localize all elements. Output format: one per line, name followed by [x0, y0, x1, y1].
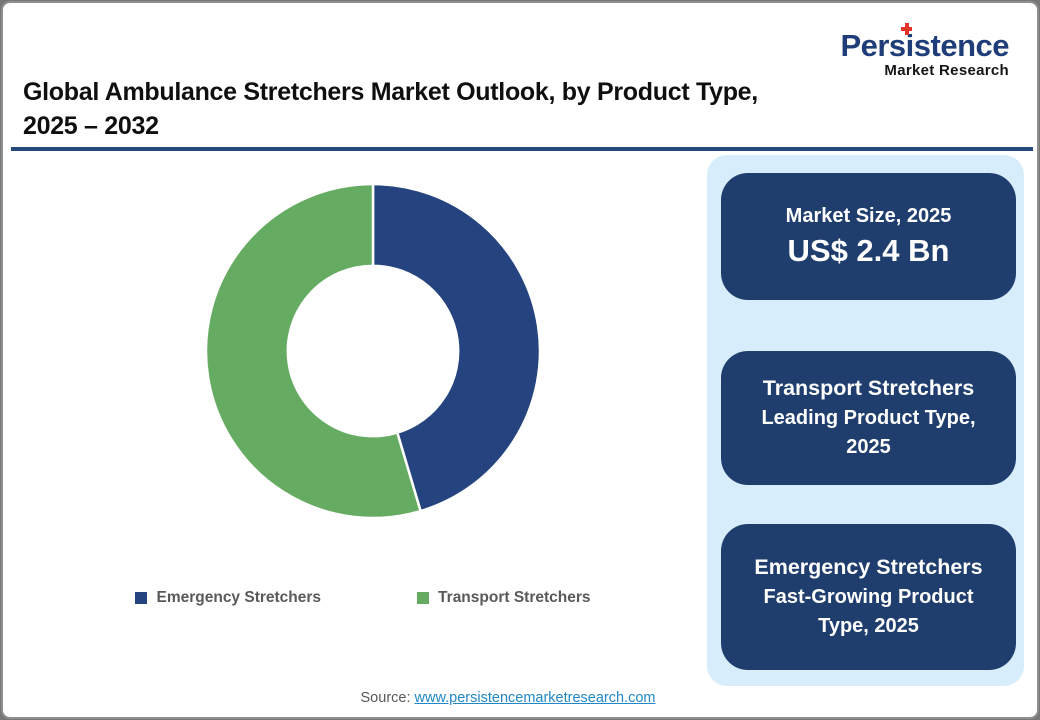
fast-growing-product-caption: Fast-Growing Product Type, 2025 — [763, 585, 974, 637]
fast-growing-product-name: Emergency Stretchers — [754, 555, 983, 580]
market-size-card: Market Size, 2025 US$ 2.4 Bn — [721, 173, 1016, 300]
pmr-logo-brand-text: Persistence — [840, 28, 1009, 63]
page-title-line2: 2025 – 2032 — [23, 112, 159, 140]
pmr-logo-tagline: Market Research — [884, 62, 1009, 79]
page-title-line1: Global Ambulance Stretchers Market Outlo… — [23, 78, 758, 106]
leading-product-name: Transport Stretchers — [762, 376, 975, 401]
legend-label: Emergency Stretchers — [156, 589, 322, 606]
pmr-logo: Persistence Market Research — [840, 23, 1009, 79]
market-size-value: US$ 2.4 Bn — [787, 232, 950, 268]
legend-label: Transport Stretchers — [438, 589, 591, 606]
market-size-card-title: Market Size, 2025 — [785, 204, 952, 227]
legend-marker-blue — [135, 592, 148, 604]
logo-red-cross-icon — [901, 23, 913, 35]
highlights-panel: Market Size, 2025 US$ 2.4 Bn Transport S… — [707, 155, 1024, 686]
donut-segment-transport-stretchers — [204, 182, 422, 520]
source-line: Source: www.persistencemarketresearch.co… — [163, 690, 853, 706]
legend-item-emergency-stretchers: Emergency Stretchers — [135, 589, 321, 607]
fast-growing-product-card: Emergency Stretchers Fast-Growing Produc… — [721, 524, 1016, 670]
donut-chart — [204, 182, 542, 520]
leading-product-caption: Leading Product Type, 2025 — [761, 406, 976, 458]
legend-marker-green — [417, 592, 430, 604]
source-link[interactable]: www.persistencemarketresearch.com — [414, 690, 656, 706]
chart-legend: Emergency Stretchers Transport Stretcher… — [18, 589, 708, 607]
title-divider — [11, 147, 1033, 151]
pmr-logo-brand: Persistence — [840, 23, 1009, 63]
page-title: Global Ambulance Stretchers Market Outlo… — [23, 75, 883, 143]
legend-item-transport-stretchers: Transport Stretchers — [417, 589, 591, 607]
leading-product-card: Transport Stretchers Leading Product Typ… — [721, 351, 1016, 485]
donut-segment-emergency-stretchers — [371, 182, 542, 513]
source-label: Source: — [360, 690, 411, 706]
